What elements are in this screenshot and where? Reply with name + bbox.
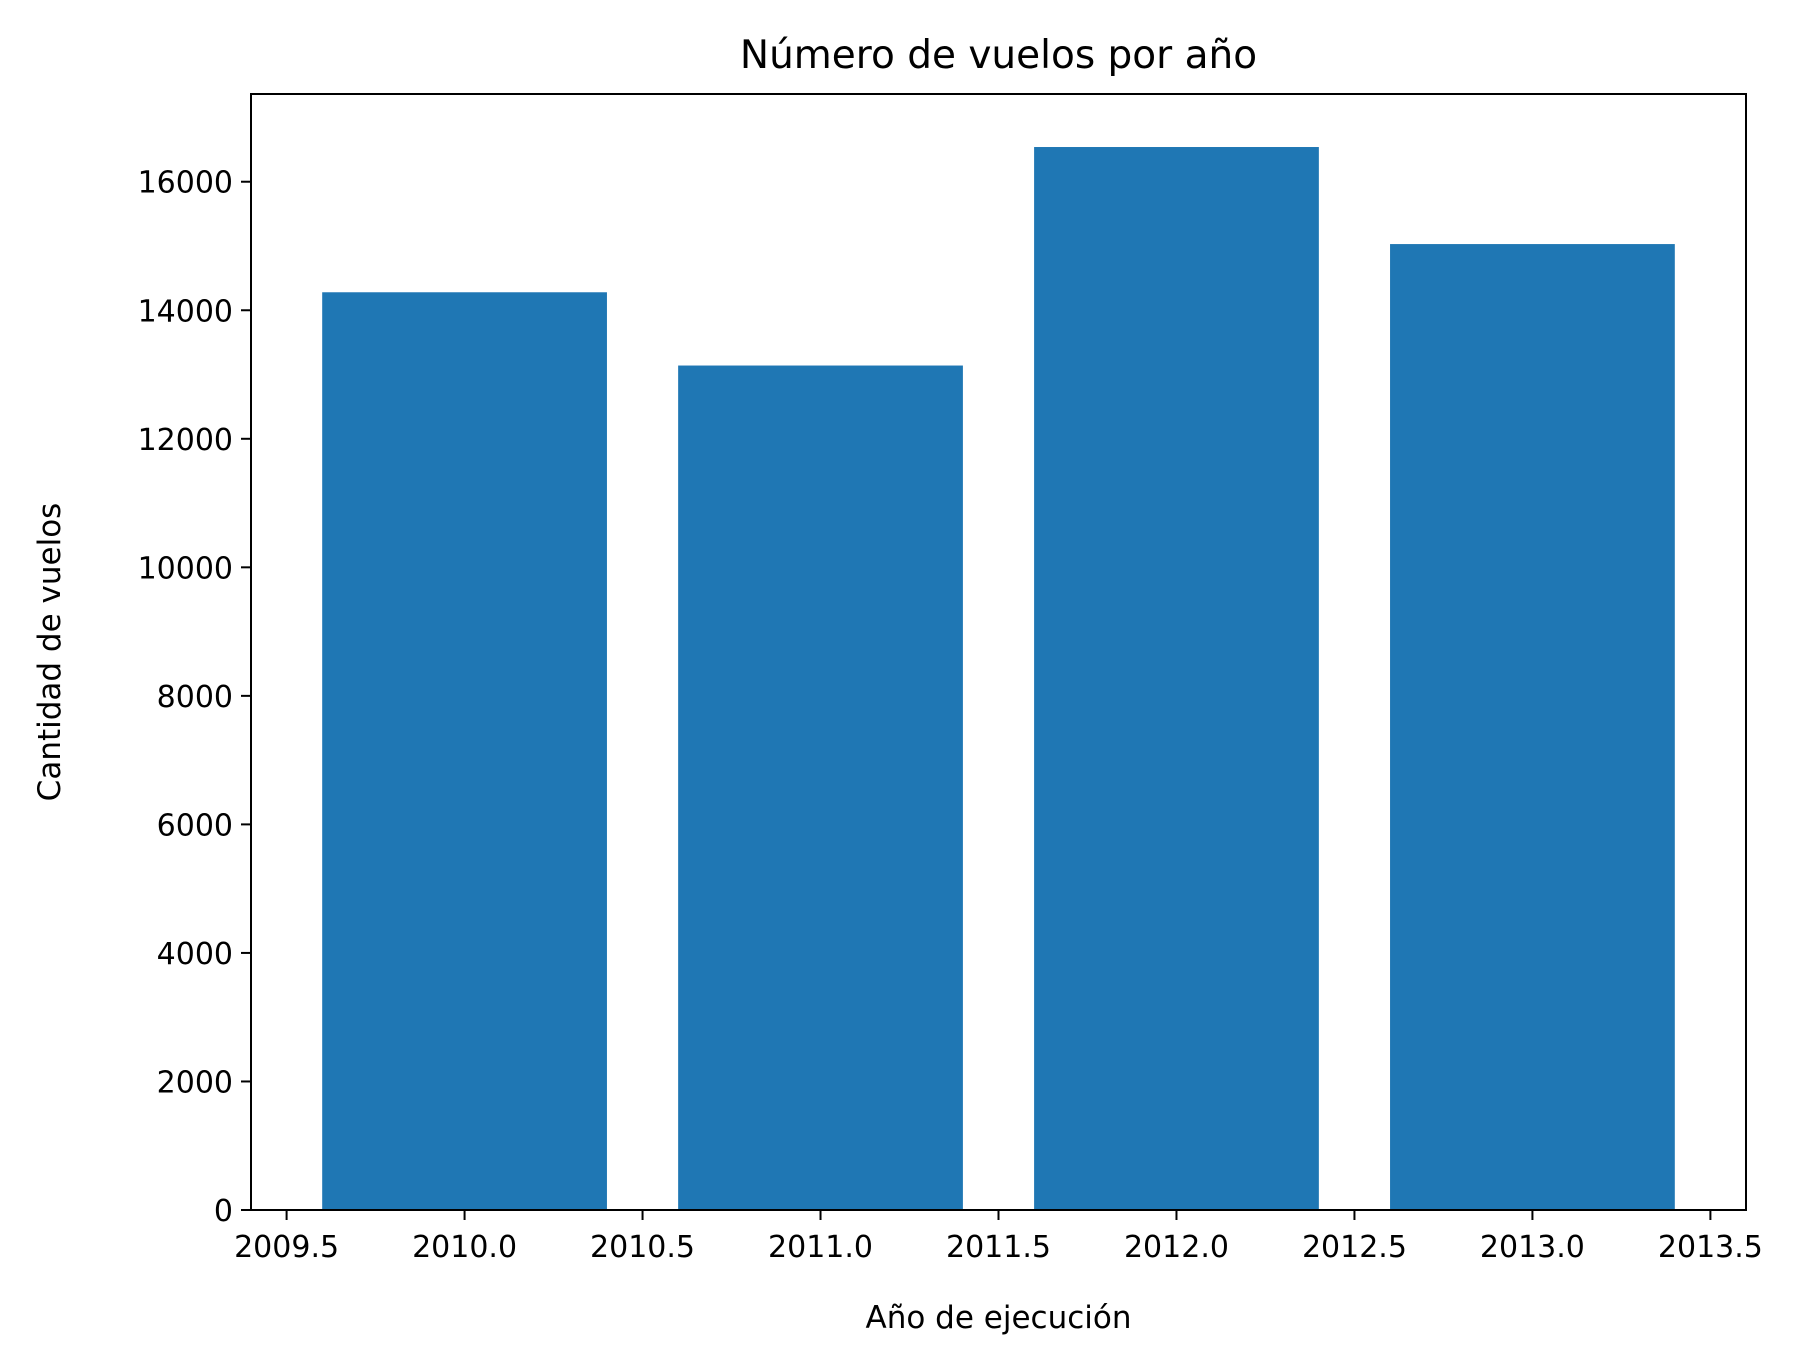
y-tick-label: 10000 xyxy=(138,551,233,586)
x-tick-label: 2009.5 xyxy=(234,1230,339,1265)
y-tick-label: 12000 xyxy=(138,423,233,458)
y-tick-label: 8000 xyxy=(157,680,233,715)
chart-title: Número de vuelos por año xyxy=(740,33,1257,78)
x-tick-label: 2013.5 xyxy=(1658,1230,1763,1265)
y-tick-label: 6000 xyxy=(157,808,233,843)
x-tick-label: 2011.5 xyxy=(946,1230,1051,1265)
x-tick-label: 2012.0 xyxy=(1124,1230,1229,1265)
bar-2013 xyxy=(1390,244,1675,1211)
y-tick-label: 0 xyxy=(214,1194,233,1229)
bar-2010 xyxy=(322,292,607,1211)
bar-2011 xyxy=(678,365,963,1210)
y-axis-ticks: 0 2000 4000 6000 8000 10000 12000 14000 16000 xyxy=(138,166,251,1229)
bar-2012 xyxy=(1034,147,1319,1210)
x-tick-label: 2011.0 xyxy=(768,1230,873,1265)
x-tick-label: 2013.0 xyxy=(1480,1230,1585,1265)
bars-group xyxy=(322,147,1675,1211)
y-tick-label: 14000 xyxy=(138,294,233,329)
y-tick-label: 2000 xyxy=(157,1065,233,1100)
x-tick-label: 2012.5 xyxy=(1302,1230,1407,1265)
x-axis-ticks: 2009.5 2010.0 2010.5 2011.0 2011.5 2012.0 2012… xyxy=(234,1210,1763,1265)
x-tick-label: 2010.0 xyxy=(412,1230,517,1265)
y-tick-label: 16000 xyxy=(138,166,233,201)
y-axis-label: Cantidad de vuelos xyxy=(32,503,68,802)
x-tick-label: 2010.5 xyxy=(590,1230,695,1265)
y-tick-label: 4000 xyxy=(157,937,233,972)
x-axis-label: Año de ejecución xyxy=(866,1300,1132,1336)
